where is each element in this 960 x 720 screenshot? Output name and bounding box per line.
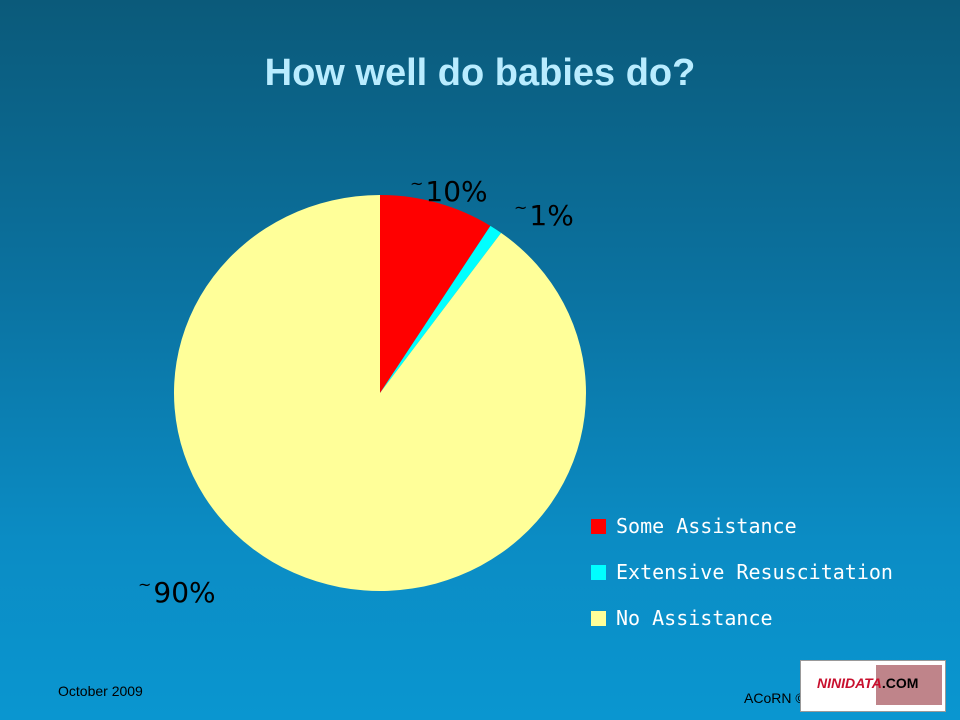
watermark-text: NINIDATA.COM [817, 675, 918, 691]
acorn-logo-icon [876, 665, 942, 705]
slide-title: How well do babies do? [264, 52, 696, 94]
slice-label-text: 10% [425, 175, 488, 208]
legend-label: Some Assistance [616, 514, 797, 538]
watermark-brand: NINIDATA [817, 675, 882, 691]
legend-swatch [591, 564, 606, 580]
footer-date: October 2009 [58, 683, 143, 699]
slice-label-some-assistance: ~10% [410, 174, 488, 208]
slice-label-text: 1% [529, 199, 574, 232]
tilde-prefix: ~ [410, 174, 424, 193]
watermark-logo: NINIDATA.COM [800, 660, 946, 712]
slice-label-text: 90% [153, 576, 216, 609]
legend-label: No Assistance [616, 606, 773, 630]
legend-item-extensive-resuscitation: Extensive Resuscitation [591, 549, 893, 595]
slice-label-extensive-resuscitation: ~1% [514, 198, 574, 232]
legend-swatch [591, 518, 606, 534]
tilde-prefix: ~ [138, 575, 152, 594]
legend-item-some-assistance: Some Assistance [591, 503, 893, 549]
tilde-prefix: ~ [514, 198, 528, 217]
legend-item-no-assistance: No Assistance [591, 595, 893, 641]
slice-label-no-assistance: ~90% [138, 575, 216, 609]
pie-slice-no-assistance [174, 195, 587, 591]
watermark-tld: .COM [881, 675, 919, 691]
pie-slice-some-assistance [380, 195, 491, 393]
chart-legend: Some Assistance Extensive Resuscitation … [591, 503, 893, 641]
legend-label: Extensive Resuscitation [616, 560, 893, 584]
legend-swatch [591, 610, 606, 626]
pie-slice-extensive-resuscitation [380, 225, 502, 393]
